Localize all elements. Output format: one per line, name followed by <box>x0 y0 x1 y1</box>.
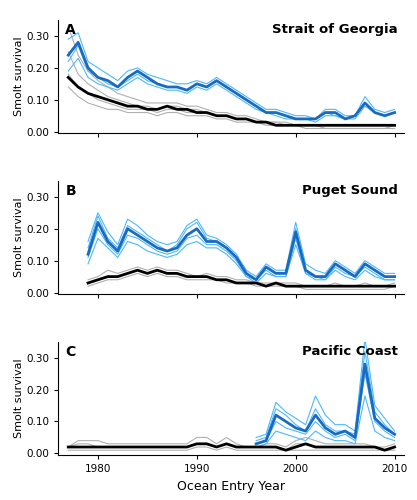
Text: Pacific Coast: Pacific Coast <box>301 345 397 358</box>
X-axis label: Ocean Entry Year: Ocean Entry Year <box>178 480 285 492</box>
Text: Puget Sound: Puget Sound <box>301 184 397 198</box>
Y-axis label: Smolt survival: Smolt survival <box>14 37 24 117</box>
Y-axis label: Smolt survival: Smolt survival <box>14 198 24 278</box>
Text: B: B <box>65 184 76 198</box>
Text: A: A <box>65 24 76 38</box>
Text: C: C <box>65 345 75 359</box>
Text: Strait of Georgia: Strait of Georgia <box>272 24 397 36</box>
Y-axis label: Smolt survival: Smolt survival <box>14 358 24 438</box>
